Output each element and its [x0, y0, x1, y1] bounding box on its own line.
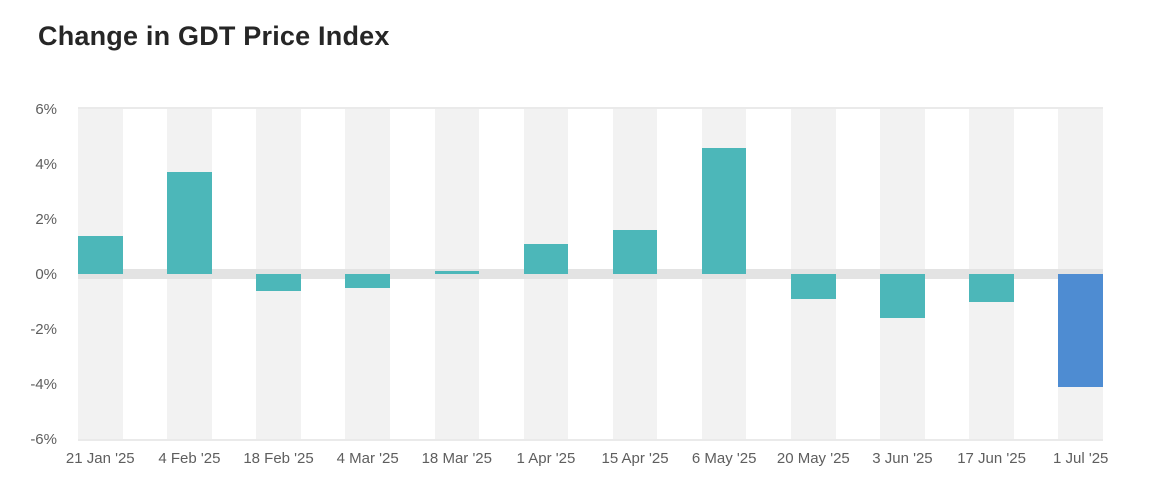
y-axis-label: -4% — [30, 376, 57, 393]
y-axis-label: 6% — [35, 101, 57, 118]
zero-line-band — [78, 269, 1103, 279]
chart-bar[interactable] — [701, 147, 747, 274]
x-axis-label: 1 Jul '25 — [1053, 450, 1109, 467]
y-axis-label: -6% — [30, 431, 57, 448]
plot-area: 21 Jan '25 4 Feb '25 18 Feb '25 4 Mar '25 18… — [66, 107, 1108, 467]
chart-bar[interactable] — [78, 235, 123, 274]
y-axis: 6% 4% 2% 0% -2% -4% -6% — [0, 101, 57, 457]
chart-bar[interactable] — [167, 172, 212, 274]
chart-bar[interactable] — [1058, 274, 1103, 387]
y-axis-label: -2% — [30, 321, 57, 338]
x-axis-label: 17 Jun '25 — [957, 450, 1026, 467]
x-axis-label: 1 Apr '25 — [516, 450, 576, 467]
x-axis-label: 20 May '25 — [776, 450, 850, 467]
chart-bar[interactable] — [523, 243, 569, 274]
x-axis-label: 21 Jan '25 — [65, 450, 135, 467]
x-axis-label: 18 Feb '25 — [243, 450, 314, 467]
x-axis-label: 4 Mar '25 — [336, 450, 399, 467]
chart-bar[interactable] — [256, 274, 301, 291]
chart-bar[interactable] — [345, 274, 390, 288]
y-axis-label: 0% — [35, 266, 57, 283]
x-axis-label: 4 Feb '25 — [158, 450, 221, 467]
y-axis-label: 2% — [35, 211, 57, 228]
chart-bar[interactable] — [791, 274, 836, 299]
x-axis-label: 15 Apr '25 — [601, 450, 669, 467]
chart-bar[interactable] — [612, 230, 658, 274]
chart-bar[interactable] — [969, 274, 1014, 302]
x-axis-label: 6 May '25 — [691, 450, 757, 467]
chart-bar[interactable] — [434, 271, 480, 274]
page-title: Change in GDT Price Index — [38, 21, 390, 51]
x-axis-label: 18 Mar '25 — [421, 450, 492, 467]
y-axis-label: 4% — [35, 156, 57, 173]
chart-bar[interactable] — [880, 274, 925, 318]
x-axis-label: 3 Jun '25 — [872, 450, 933, 467]
